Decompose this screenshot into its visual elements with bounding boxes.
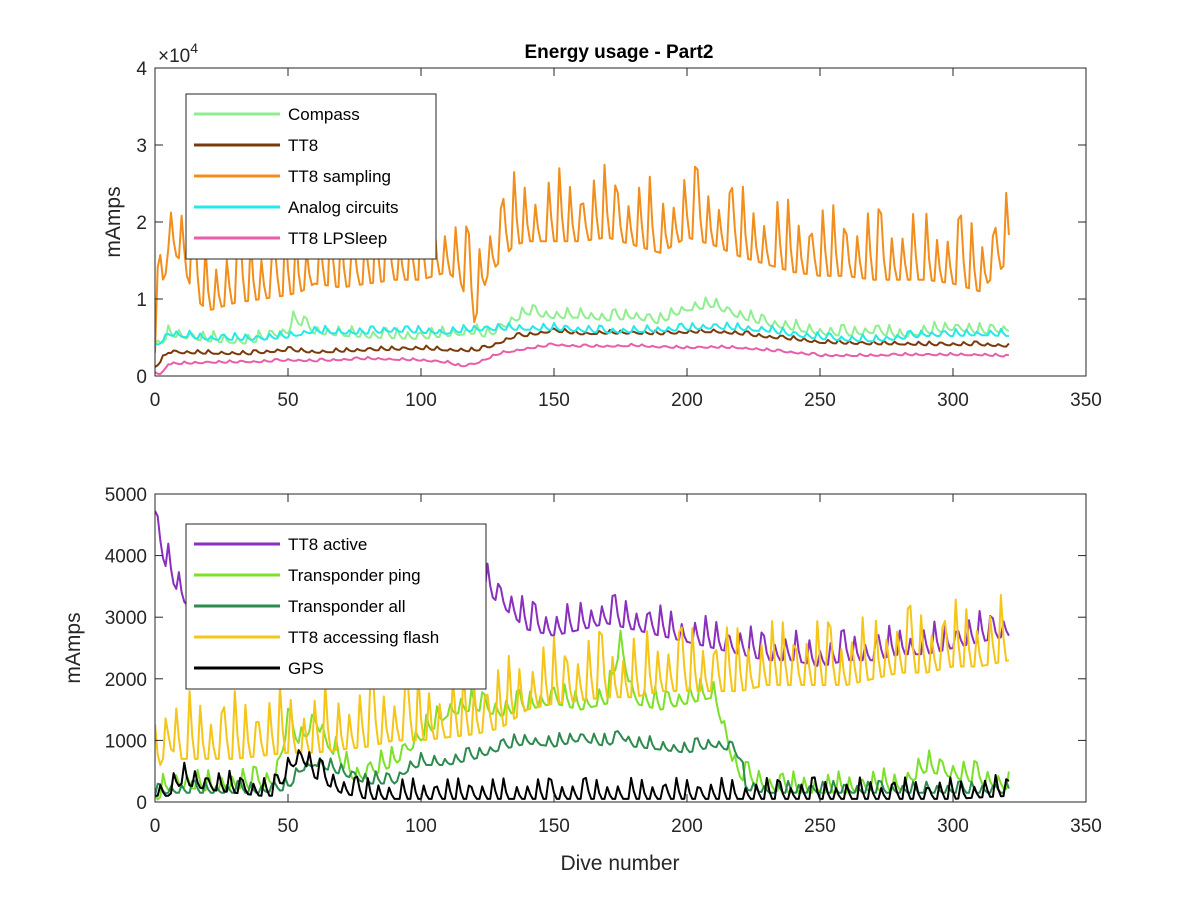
- top-x-tick-label: 350: [1070, 390, 1102, 411]
- bottom-y-tick-label: 5000: [105, 485, 147, 506]
- top-y-exponent-base: ×10: [158, 46, 190, 67]
- bottom-legend-label: Transponder ping: [288, 566, 421, 585]
- top-series-line-tt8: [155, 327, 1010, 368]
- bottom-legend-label: Transponder all: [288, 597, 406, 616]
- top-y-axis-label: mAmps: [102, 186, 125, 257]
- top-x-tick-label: 50: [277, 390, 298, 411]
- top-x-tick-label: 100: [405, 390, 437, 411]
- chart-title: Energy usage - Part2: [524, 42, 713, 63]
- top-series-line-compass: [155, 296, 1010, 346]
- top-y-ticks: 0 1 2 3 4: [136, 59, 1086, 388]
- top-x-ticks: 0 50 100 150 200 250 300 350: [150, 68, 1102, 411]
- bottom-series-line-gps: [155, 749, 1010, 800]
- bottom-x-tick-label: 50: [277, 816, 298, 837]
- bottom-y-axis-label: mAmps: [62, 612, 85, 683]
- bottom-series-line-transponder-all: [155, 730, 1010, 797]
- bottom-y-tick-label: 1000: [105, 731, 147, 752]
- bottom-y-tick-label: 4000: [105, 547, 147, 568]
- top-legend-label: Analog circuits: [288, 198, 399, 217]
- top-series-line-analog-circuits: [155, 321, 1009, 346]
- bottom-legend-label: TT8 accessing flash: [288, 628, 439, 647]
- top-legend: Compass TT8 TT8 sampling Analog circuits TT8…: [185, 93, 437, 260]
- top-y-tick-label: 0: [136, 367, 147, 388]
- top-x-tick-label: 200: [671, 390, 703, 411]
- top-y-tick-label: 2: [136, 213, 147, 234]
- bottom-x-tick-label: 350: [1070, 816, 1102, 837]
- top-series-group: [155, 163, 1010, 376]
- bottom-y-ticks: 0 1000 2000 3000 4000 5000: [105, 485, 1086, 814]
- top-legend-label: TT8 LPSleep: [288, 229, 387, 248]
- bottom-x-tick-label: 250: [804, 816, 836, 837]
- top-legend-label: TT8: [288, 136, 318, 155]
- bottom-legend: TT8 active Transponder ping Transponder al…: [185, 523, 487, 690]
- bottom-x-tick-label: 100: [405, 816, 437, 837]
- bottom-x-tick-label: 300: [937, 816, 969, 837]
- bottom-y-tick-label: 2000: [105, 670, 147, 691]
- bottom-x-tick-label: 0: [150, 816, 161, 837]
- top-y-tick-label: 1: [136, 290, 147, 311]
- top-x-tick-label: 0: [150, 390, 161, 411]
- top-y-tick-label: 4: [136, 59, 147, 80]
- bottom-x-axis-label: Dive number: [560, 852, 679, 875]
- bottom-x-ticks: 0 50 100 150 200 250 300 350: [150, 494, 1102, 837]
- top-y-exponent-power: 4: [190, 40, 198, 56]
- bottom-x-tick-label: 150: [538, 816, 570, 837]
- bottom-plot-frame: [154, 493, 1087, 803]
- top-y-exponent: ×104: [158, 40, 198, 67]
- top-x-tick-label: 250: [804, 390, 836, 411]
- bottom-plot: 0 50 100 150 200 250 300 350 0 1000 2000 3000 4000 5…: [62, 485, 1102, 875]
- top-x-tick-label: 150: [538, 390, 570, 411]
- top-series-line-tt8-lpsleep: [155, 342, 1010, 376]
- bottom-y-tick-label: 3000: [105, 608, 147, 629]
- top-y-tick-label: 3: [136, 136, 147, 157]
- bottom-x-tick-label: 200: [671, 816, 703, 837]
- top-legend-label: Compass: [288, 105, 360, 124]
- top-legend-label: TT8 sampling: [288, 167, 391, 186]
- bottom-legend-label: GPS: [288, 659, 324, 678]
- top-x-tick-label: 300: [937, 390, 969, 411]
- bottom-y-tick-label: 0: [136, 793, 147, 814]
- bottom-legend-label: TT8 active: [288, 535, 367, 554]
